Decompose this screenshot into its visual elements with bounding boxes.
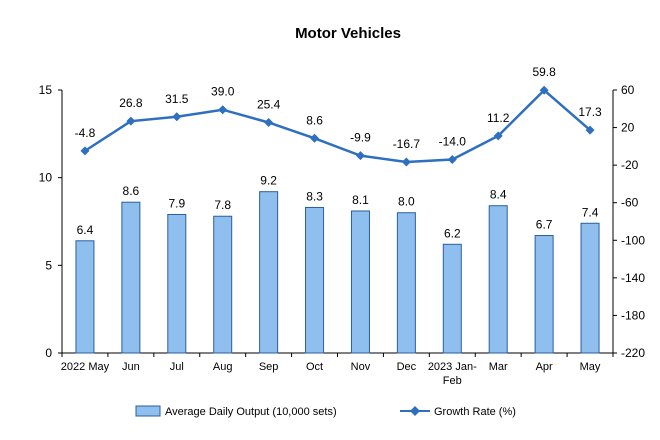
y-left-tick-label: 15	[39, 83, 53, 97]
bar	[121, 201, 141, 354]
growth-data-label: 26.8	[119, 96, 143, 110]
bar	[213, 215, 233, 354]
growth-data-label: -14.0	[439, 135, 467, 149]
bar	[305, 206, 325, 354]
bar-data-label: 7.4	[582, 205, 599, 219]
growth-point	[401, 157, 411, 167]
y-right-tick-label: -220	[621, 346, 645, 360]
x-category-label: 2022 May	[61, 361, 110, 373]
growth-point	[126, 116, 136, 126]
growth-point	[310, 133, 320, 143]
y-right-tick-label: -20	[621, 158, 639, 172]
bar	[442, 243, 462, 354]
growth-data-label: 39.0	[211, 85, 235, 99]
y-right-tick-label: 20	[621, 121, 635, 135]
growth-point	[447, 155, 457, 165]
bar-data-label: 9.2	[260, 174, 277, 188]
legend-swatch-bar	[135, 405, 161, 417]
growth-point	[493, 131, 503, 141]
growth-data-label: 25.4	[257, 97, 281, 111]
growth-data-label: 31.5	[165, 92, 189, 106]
y-right-tick-label: 60	[621, 83, 635, 97]
growth-point	[172, 112, 182, 122]
bar-data-label: 6.7	[536, 218, 553, 232]
bar	[167, 213, 187, 354]
x-category-label: Mar	[489, 361, 508, 373]
growth-data-label: 17.3	[578, 105, 602, 119]
x-category-label: May	[580, 361, 601, 373]
growth-line	[84, 88, 591, 164]
growth-data-label: 11.2	[487, 111, 510, 125]
x-category-label: 2023 Jan-	[428, 361, 477, 373]
x-category-label: Feb	[443, 375, 462, 387]
y-left-tick-label: 10	[39, 171, 53, 185]
y-right-tick-label: -180	[621, 308, 645, 322]
bar-data-label: 6.2	[444, 226, 461, 240]
x-category-label: Aug	[213, 361, 233, 373]
bar-data-label: 8.6	[123, 184, 140, 198]
bar-data-label: 8.4	[490, 188, 507, 202]
legend-label-growth: Growth Rate (%)	[434, 406, 516, 418]
growth-data-label: 59.8	[532, 65, 556, 79]
bar-data-label: 8.0	[398, 195, 415, 209]
chart-title: Motor Vehicles	[295, 25, 401, 42]
y-left-tick-label: 0	[45, 346, 52, 360]
growth-point	[80, 146, 90, 156]
legend-marker-growth	[410, 406, 420, 416]
bar	[75, 240, 95, 354]
growth-data-label: -4.8	[75, 126, 96, 140]
bar	[488, 205, 508, 354]
legend: Average Daily Output (10,000 sets) Growt…	[135, 405, 516, 418]
bar	[350, 210, 370, 354]
y-left-tick-label: 5	[45, 258, 52, 272]
growth-point	[264, 117, 274, 127]
legend-label-bar: Average Daily Output (10,000 sets)	[165, 406, 337, 418]
x-category-label: Jun	[122, 361, 140, 373]
plot-area: 0 5 10 15 60 20 -20 -60 -100 -140 -180 -220 6.4 2022 …	[39, 65, 646, 387]
bar-data-label: 8.3	[306, 189, 323, 203]
y-right-tick-label: -140	[621, 271, 645, 285]
x-category-label: Oct	[306, 361, 323, 373]
bar	[259, 191, 279, 354]
growth-point	[585, 125, 595, 135]
x-category-label: Apr	[536, 361, 553, 373]
bar-data-label: 8.1	[352, 193, 369, 207]
bar	[580, 222, 600, 354]
growth-point	[218, 105, 228, 115]
growth-data-label: -9.9	[350, 131, 371, 145]
y-right-tick-label: -100	[621, 233, 645, 247]
bar-data-label: 7.9	[168, 196, 185, 210]
x-category-label: Sep	[259, 361, 279, 373]
growth-point	[355, 151, 365, 161]
x-category-label: Nov	[351, 361, 371, 373]
x-category-label: Jul	[170, 361, 184, 373]
bar-data-label: 7.8	[214, 198, 231, 212]
x-category-label: Dec	[397, 361, 417, 373]
y-right-tick-label: -60	[621, 196, 639, 210]
bar	[396, 212, 416, 354]
growth-data-label: -16.7	[393, 137, 421, 151]
growth-data-label: 8.6	[306, 113, 323, 127]
growth-point	[539, 85, 549, 95]
bar	[534, 235, 554, 354]
bar-data-label: 6.4	[77, 223, 94, 237]
